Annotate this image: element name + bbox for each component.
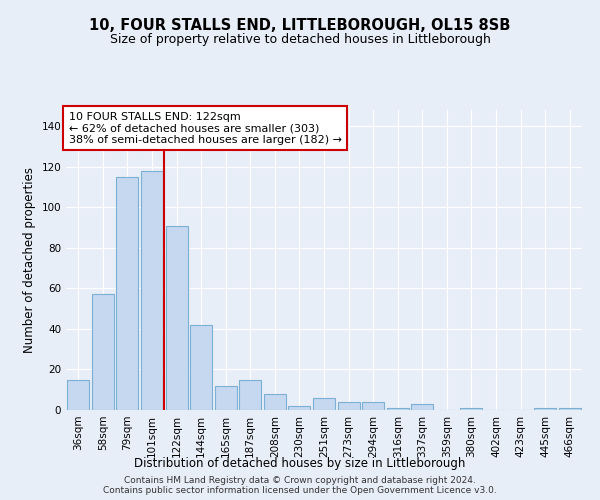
Bar — [92, 294, 114, 410]
Bar — [534, 408, 556, 410]
Bar — [559, 408, 581, 410]
Bar — [116, 177, 139, 410]
Text: Contains HM Land Registry data © Crown copyright and database right 2024.
Contai: Contains HM Land Registry data © Crown c… — [103, 476, 497, 495]
Bar — [460, 408, 482, 410]
Bar — [289, 406, 310, 410]
Text: 10 FOUR STALLS END: 122sqm
← 62% of detached houses are smaller (303)
38% of sem: 10 FOUR STALLS END: 122sqm ← 62% of deta… — [68, 112, 341, 144]
Bar — [190, 325, 212, 410]
Bar — [386, 408, 409, 410]
Bar — [362, 402, 384, 410]
Bar — [239, 380, 262, 410]
Bar — [264, 394, 286, 410]
Bar — [338, 402, 359, 410]
Text: Size of property relative to detached houses in Littleborough: Size of property relative to detached ho… — [110, 32, 490, 46]
Text: 10, FOUR STALLS END, LITTLEBOROUGH, OL15 8SB: 10, FOUR STALLS END, LITTLEBOROUGH, OL15… — [89, 18, 511, 32]
Text: Distribution of detached houses by size in Littleborough: Distribution of detached houses by size … — [134, 458, 466, 470]
Bar — [313, 398, 335, 410]
Bar — [67, 380, 89, 410]
Y-axis label: Number of detached properties: Number of detached properties — [23, 167, 36, 353]
Bar — [411, 404, 433, 410]
Bar — [141, 171, 163, 410]
Bar — [166, 226, 188, 410]
Bar — [215, 386, 237, 410]
